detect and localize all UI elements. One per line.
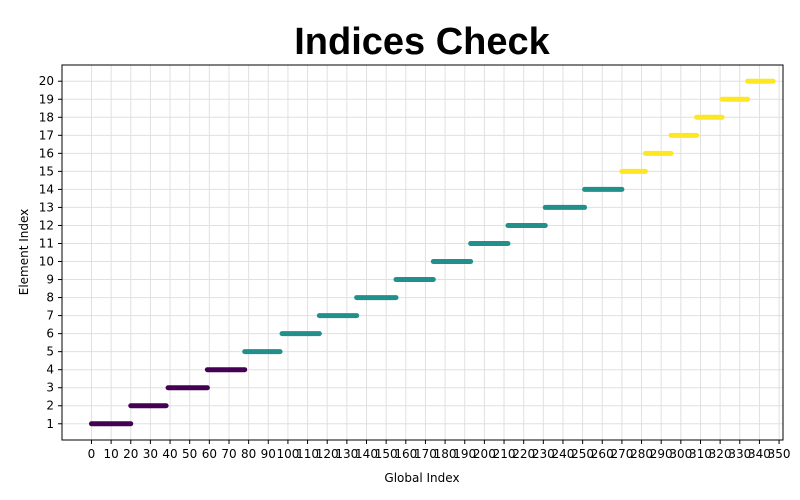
x-tick-label: 190 (453, 447, 476, 461)
x-tick-label: 50 (182, 447, 197, 461)
y-tick-label: 14 (39, 182, 54, 196)
x-tick-label: 10 (103, 447, 118, 461)
x-axis-ticks: 0 10 20 30 40 50 60 70 80 90 100110120130140150160… (88, 440, 791, 461)
x-tick-label: 340 (748, 447, 771, 461)
x-tick-label: 280 (630, 447, 653, 461)
x-tick-label: 320 (709, 447, 732, 461)
x-tick-label: 350 (768, 447, 791, 461)
x-tick-label: 330 (728, 447, 751, 461)
x-tick-label: 220 (512, 447, 535, 461)
x-tick-label: 120 (316, 447, 339, 461)
x-tick-label: 30 (143, 447, 158, 461)
y-tick-label: 11 (39, 236, 54, 250)
x-tick-label: 160 (394, 447, 417, 461)
x-tick-label: 80 (241, 447, 256, 461)
x-tick-label: 260 (591, 447, 614, 461)
y-tick-label: 2 (46, 399, 54, 413)
y-tick-label: 19 (39, 92, 54, 106)
x-tick-label: 270 (610, 447, 633, 461)
grid (62, 65, 783, 440)
x-tick-label: 310 (689, 447, 712, 461)
x-tick-label: 90 (261, 447, 276, 461)
x-tick-label: 150 (375, 447, 398, 461)
x-axis-label: Global Index (384, 471, 459, 485)
y-tick-label: 9 (46, 273, 54, 287)
chart-title: Indices Check (294, 21, 550, 63)
y-tick-label: 10 (39, 255, 54, 269)
x-tick-label: 240 (552, 447, 575, 461)
x-tick-label: 110 (296, 447, 319, 461)
x-tick-label: 290 (650, 447, 673, 461)
plot-frame (61, 64, 784, 441)
y-tick-label: 6 (46, 327, 54, 341)
y-tick-label: 20 (39, 74, 54, 88)
y-axis-label: Element Index (17, 209, 31, 296)
y-tick-label: 17 (39, 128, 54, 142)
y-tick-label: 13 (39, 200, 54, 214)
x-tick-label: 40 (162, 447, 177, 461)
x-tick-label: 130 (335, 447, 358, 461)
x-tick-label: 250 (571, 447, 594, 461)
x-tick-label: 60 (202, 447, 217, 461)
data-segments (88, 78, 776, 427)
y-tick-label: 3 (46, 381, 54, 395)
x-tick-label: 300 (669, 447, 692, 461)
y-tick-label: 7 (46, 309, 54, 323)
x-tick-label: 70 (221, 447, 236, 461)
y-tick-label: 5 (46, 345, 54, 359)
x-tick-label: 140 (355, 447, 378, 461)
x-tick-label: 180 (434, 447, 457, 461)
y-tick-label: 1 (46, 417, 54, 431)
x-tick-label: 230 (532, 447, 555, 461)
x-tick-label: 100 (276, 447, 299, 461)
y-tick-label: 15 (39, 164, 54, 178)
x-tick-label: 0 (88, 447, 96, 461)
x-tick-label: 200 (473, 447, 496, 461)
y-tick-label: 4 (46, 363, 54, 377)
y-tick-label: 12 (39, 218, 54, 232)
x-tick-label: 20 (123, 447, 138, 461)
y-tick-label: 8 (46, 291, 54, 305)
x-tick-label: 170 (414, 447, 437, 461)
y-tick-label: 16 (39, 146, 54, 160)
y-tick-label: 18 (39, 110, 54, 124)
x-tick-label: 210 (493, 447, 516, 461)
